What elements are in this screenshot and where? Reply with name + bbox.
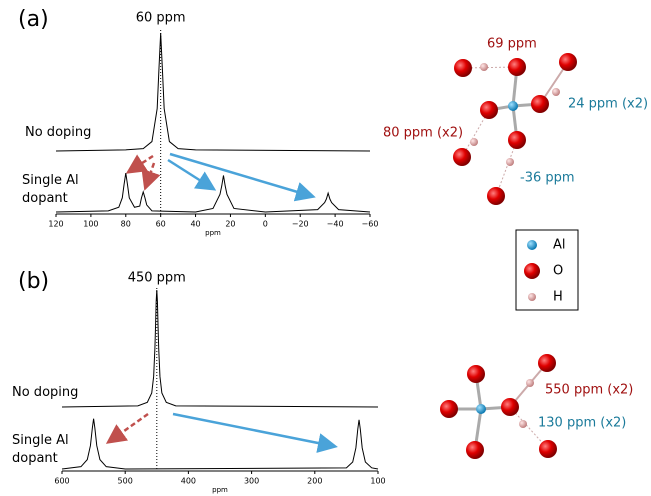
structure-label: -36 ppm: [520, 171, 575, 186]
arrow: [125, 154, 154, 174]
arrow: [105, 412, 149, 444]
series-label: Single Al dopant: [22, 173, 79, 206]
x-tick-label: 600: [54, 477, 69, 486]
arrows: [105, 152, 338, 453]
x-tick-label: 40: [190, 220, 200, 229]
series-label: No doping: [25, 125, 92, 140]
series-label: No doping: [12, 385, 79, 400]
x-tick-label: −20: [292, 220, 309, 229]
structure-b: [440, 354, 557, 459]
x-axis-label: ppm: [205, 229, 221, 237]
structure-label: 80 ppm (x2): [383, 126, 463, 141]
legend-label: Al: [553, 238, 566, 253]
legend-label: O: [553, 264, 563, 279]
x-tick-label: 500: [118, 477, 133, 486]
arrow: [169, 152, 316, 202]
spectrum-line: [61, 289, 379, 408]
spectrum-line: [61, 418, 379, 470]
panel-label: (a): [18, 7, 49, 32]
panel-label: (b): [18, 269, 49, 294]
x-tick-label: −60: [362, 220, 379, 229]
legend-label: H: [553, 290, 563, 305]
arrow: [172, 412, 338, 453]
arrow: [167, 158, 217, 191]
peak-annotation: 60 ppm: [136, 11, 186, 26]
x-tick-label: 300: [244, 477, 259, 486]
peak-annotation: 450 ppm: [128, 271, 186, 286]
structure-label: 24 ppm (x2): [568, 97, 648, 112]
x-tick-label: −40: [327, 220, 344, 229]
x-tick-label: 400: [181, 477, 196, 486]
x-tick-label: 200: [307, 477, 322, 486]
structure-label: 550 ppm (x2): [545, 383, 633, 398]
x-tick-label: 100: [370, 477, 385, 486]
atom-legend: Al O H: [515, 229, 579, 311]
x-tick-label: 80: [121, 220, 131, 229]
x-tick-label: 0: [263, 220, 268, 229]
structure-label: 130 ppm (x2): [538, 416, 626, 431]
structure-label: 69 ppm: [487, 37, 537, 52]
x-tick-label: 60: [156, 220, 166, 229]
x-axis-label: ppm: [212, 486, 228, 494]
structure-a: [453, 53, 577, 205]
arrow: [141, 162, 161, 191]
x-tick-label: 120: [48, 220, 63, 229]
spectrum-line: [55, 172, 371, 213]
series-label: Single Al dopant: [12, 433, 69, 466]
x-tick-label: 100: [83, 220, 98, 229]
x-tick-label: 20: [225, 220, 235, 229]
spectrum-line: [55, 32, 371, 152]
